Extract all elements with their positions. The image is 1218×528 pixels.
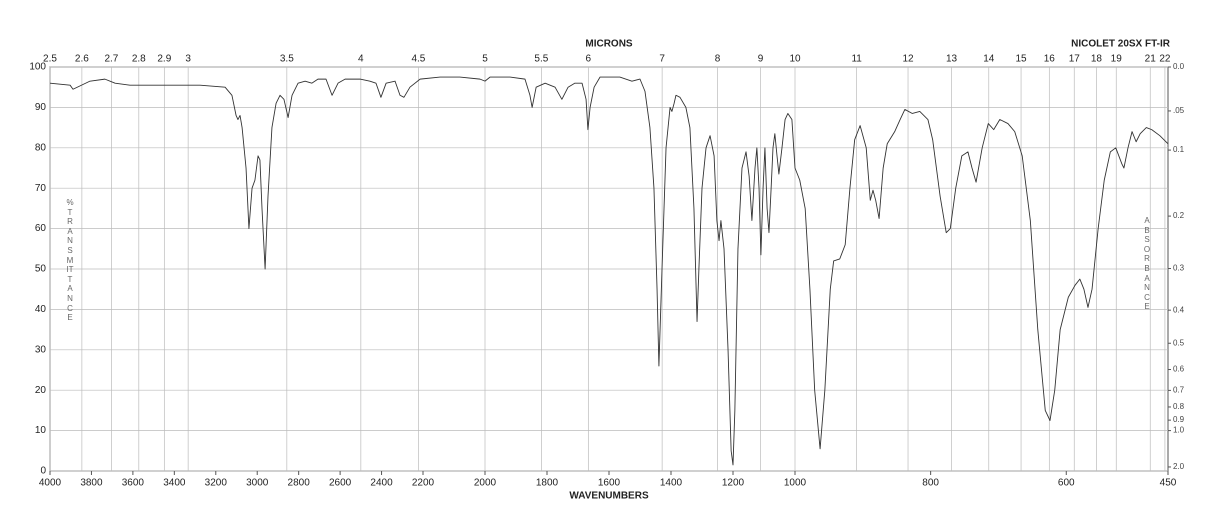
y-tick-label: 100 [29, 62, 46, 73]
y-tick-label: 90 [35, 102, 47, 113]
y2-tick-label: 0.7 [1173, 386, 1185, 395]
x2-tick-label: 5.5 [534, 54, 548, 65]
x2-tick-label: 15 [1015, 54, 1027, 65]
x2-tick-label: 7 [659, 54, 665, 65]
y2-tick-label: 0.1 [1173, 145, 1185, 154]
x-tick-label: 1600 [598, 478, 621, 489]
x2-tick-label: 3 [185, 54, 191, 65]
spectrum-line [49, 76, 1169, 466]
x-tick-label: 2400 [370, 478, 393, 489]
x-tick-label: 3600 [122, 478, 145, 489]
x-axis-label: WAVENUMBERS [569, 491, 649, 502]
x2-tick-label: 12 [902, 54, 914, 65]
x2-tick-label: 5 [482, 54, 488, 65]
x-tick-label: 2000 [474, 478, 497, 489]
instrument-label: NICOLET 20SX FT-IR [1071, 39, 1171, 50]
x-tick-label: 1800 [536, 478, 559, 489]
y-tick-label: 20 [35, 385, 47, 396]
x2-tick-label: 2.6 [75, 54, 89, 65]
y-tick-label: 70 [35, 183, 47, 194]
y2-tick-label: 0.3 [1173, 264, 1185, 273]
y2-tick-label: 0.4 [1173, 305, 1185, 314]
y2-tick-label: 0.6 [1173, 365, 1185, 374]
x2-tick-label: 21 [1145, 54, 1157, 65]
x2-tick-label: 14 [983, 54, 995, 65]
x-tick-label: 3200 [205, 478, 228, 489]
y-tick-label: 30 [35, 344, 47, 355]
y-tick-label: 80 [35, 142, 47, 153]
x-tick-label: 600 [1058, 478, 1075, 489]
y2-tick-label: 2.0 [1173, 462, 1185, 471]
x-tick-label: 450 [1160, 478, 1177, 489]
y2-tick-label: 0.8 [1173, 402, 1185, 411]
y-tick-label: 50 [35, 264, 47, 275]
x2-tick-label: 2.5 [43, 54, 57, 65]
x-tick-label: 1200 [722, 478, 745, 489]
x-tick-label: 4000 [39, 478, 62, 489]
x2-axis-label: MICRONS [585, 39, 633, 50]
y2-axis-label: ABSORBANCE [1143, 216, 1151, 312]
x2-tick-label: 9 [758, 54, 764, 65]
x2-tick-label: 13 [946, 54, 958, 65]
y-axis-label: %TRANSMITTANCE [66, 198, 74, 323]
y-tick-label: 60 [35, 223, 47, 234]
x2-tick-label: 3.5 [280, 54, 294, 65]
x2-tick-label: 2.7 [104, 54, 118, 65]
x2-tick-label: 2.9 [157, 54, 171, 65]
x-tick-label: 1400 [660, 478, 683, 489]
x2-tick-label: 10 [789, 54, 801, 65]
y2-tick-label: 0.5 [1173, 338, 1185, 347]
x-tick-label: 3400 [163, 478, 186, 489]
x2-tick-label: 6 [586, 54, 592, 65]
y-tick-label: 40 [35, 304, 47, 315]
x-tick-label: 3800 [80, 478, 103, 489]
x2-tick-label: 2.8 [132, 54, 146, 65]
y-tick-label: 10 [35, 425, 47, 436]
y2-tick-label: 0.2 [1173, 211, 1185, 220]
x2-tick-label: 8 [715, 54, 721, 65]
y2-tick-label: 1.0 [1173, 426, 1185, 435]
y2-tick-label: 0.0 [1173, 62, 1185, 71]
x2-tick-label: 22 [1159, 54, 1171, 65]
x2-tick-label: 18 [1091, 54, 1103, 65]
x-tick-label: 2800 [288, 478, 311, 489]
x2-tick-label: 4 [358, 54, 364, 65]
x-tick-label: 2600 [329, 478, 352, 489]
x2-tick-label: 11 [851, 54, 862, 65]
x2-tick-label: 16 [1044, 54, 1056, 65]
x2-tick-label: 4.5 [411, 54, 425, 65]
y2-tick-label: .05 [1173, 106, 1185, 115]
x-tick-label: 800 [922, 478, 939, 489]
y-tick-label: 0 [40, 466, 46, 477]
x-tick-label: 1000 [784, 478, 807, 489]
x-tick-label: 3000 [246, 478, 269, 489]
y2-tick-label: 0.9 [1173, 415, 1185, 424]
x2-tick-label: 19 [1111, 54, 1123, 65]
x2-tick-label: 17 [1069, 54, 1081, 65]
x-tick-label: 2200 [412, 478, 435, 489]
